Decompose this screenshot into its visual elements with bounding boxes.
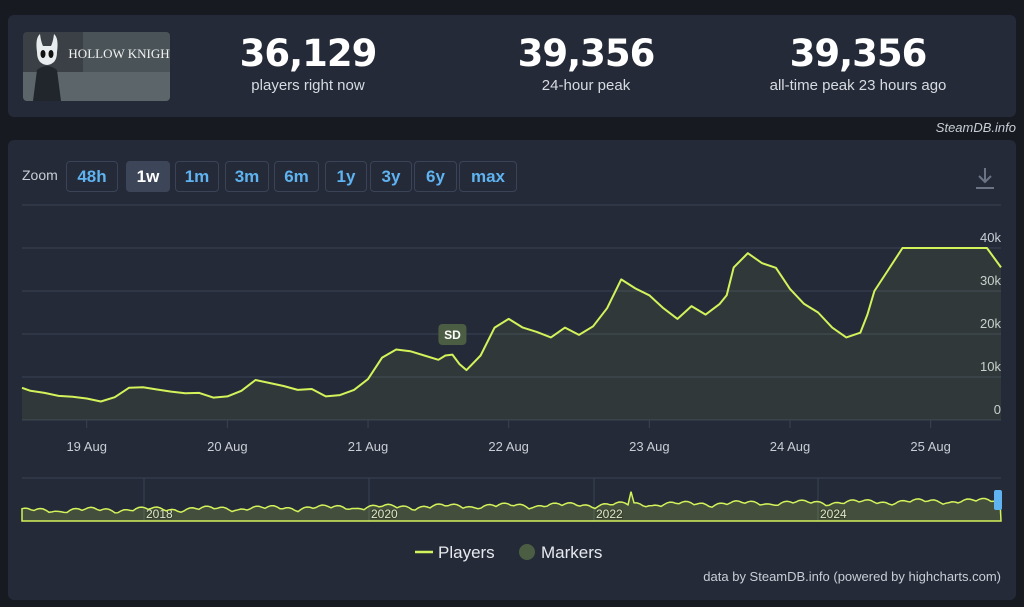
y-tick-label: 0 bbox=[994, 402, 1001, 417]
footer-credit[interactable]: data by SteamDB.info (powered by highcha… bbox=[703, 569, 1001, 584]
legend-markers-swatch bbox=[519, 544, 535, 560]
annotation-marker bbox=[438, 324, 467, 345]
x-tick-label: 20 Aug bbox=[207, 439, 248, 454]
zoom-label: Zoom bbox=[22, 167, 58, 183]
zoom-button-1y[interactable]: 1y bbox=[325, 161, 367, 192]
stat-all-time-peak: 39,356 all-time peak 23 hours ago bbox=[748, 32, 968, 95]
players-line bbox=[21, 247, 1002, 403]
game-header-image[interactable]: HOLLOW KNIGHT bbox=[23, 32, 170, 101]
annotations: SD bbox=[438, 324, 467, 345]
steamdb-credit[interactable]: SteamDB.info bbox=[935, 120, 1016, 135]
y-tick-label: 30k bbox=[980, 273, 1001, 288]
navigator-series bbox=[21, 491, 1002, 522]
y-tick-label: 20k bbox=[980, 316, 1001, 331]
navigator[interactable]: 2018202020222024 bbox=[21, 477, 1002, 522]
annotation-label: SD bbox=[444, 328, 461, 342]
players-series bbox=[21, 247, 1002, 420]
stat-value: 39,356 bbox=[517, 32, 656, 75]
zoom-button-6m[interactable]: 6m bbox=[274, 161, 319, 192]
x-tick-label: 22 Aug bbox=[488, 439, 529, 454]
x-tick-label: 25 Aug bbox=[910, 439, 951, 454]
zoom-button-48h[interactable]: 48h bbox=[66, 161, 118, 192]
stat-label: all-time peak 23 hours ago bbox=[769, 77, 947, 94]
players-area bbox=[22, 248, 1001, 420]
zoom-button-3m[interactable]: 3m bbox=[225, 161, 269, 192]
stats-panel: HOLLOW KNIGHT 36,129 players right now 3… bbox=[8, 15, 1016, 117]
stat-24h-peak: 39,356 24-hour peak bbox=[486, 32, 686, 95]
zoom-button-3y[interactable]: 3y bbox=[370, 161, 412, 192]
stat-current-players: 36,129 players right now bbox=[208, 32, 408, 95]
y-tick-label: 10k bbox=[980, 359, 1001, 374]
navigator-handle bbox=[994, 490, 1002, 510]
download-icon[interactable] bbox=[974, 166, 996, 192]
x-tick-label: 21 Aug bbox=[348, 439, 389, 454]
zoom-button-1w[interactable]: 1w bbox=[126, 161, 170, 192]
zoom-button-max[interactable]: max bbox=[459, 161, 517, 192]
stat-value: 39,356 bbox=[789, 32, 928, 75]
stat-value: 36,129 bbox=[239, 32, 378, 75]
navigator-year-label: 2024 bbox=[820, 507, 847, 521]
x-tick-label: 23 Aug bbox=[629, 439, 670, 454]
y-tick-label: 40k bbox=[980, 230, 1001, 245]
x-tick-label: 24 Aug bbox=[770, 439, 811, 454]
hollow-knight-logo: HOLLOW KNIGHT bbox=[23, 32, 170, 101]
navigator-year-label: 2020 bbox=[371, 507, 398, 521]
x-axis: 19 Aug 20 Aug 21 Aug 22 Aug 23 Aug 24 Aug 25 A… bbox=[66, 420, 951, 454]
x-tick-label: 19 Aug bbox=[66, 439, 107, 454]
legend-players-label: Players bbox=[438, 543, 495, 562]
legend-markers-label: Markers bbox=[541, 543, 602, 562]
game-logo-text: HOLLOW KNIGHT bbox=[68, 46, 170, 61]
chart-grid bbox=[22, 204, 1001, 421]
navigator-year-label: 2022 bbox=[596, 507, 623, 521]
stat-label: 24-hour peak bbox=[541, 77, 631, 94]
stat-label: players right now bbox=[251, 77, 365, 94]
chart-panel: Zoom 48h 1w 1m 3m 6m 1y 3y 6y max data b… bbox=[8, 140, 1016, 600]
zoom-button-6y[interactable]: 6y bbox=[414, 161, 457, 192]
zoom-button-1m[interactable]: 1m bbox=[175, 161, 219, 192]
legend: Players Markers bbox=[415, 543, 602, 562]
y-axis: 0 10k 20k 30k 40k bbox=[980, 230, 1001, 417]
